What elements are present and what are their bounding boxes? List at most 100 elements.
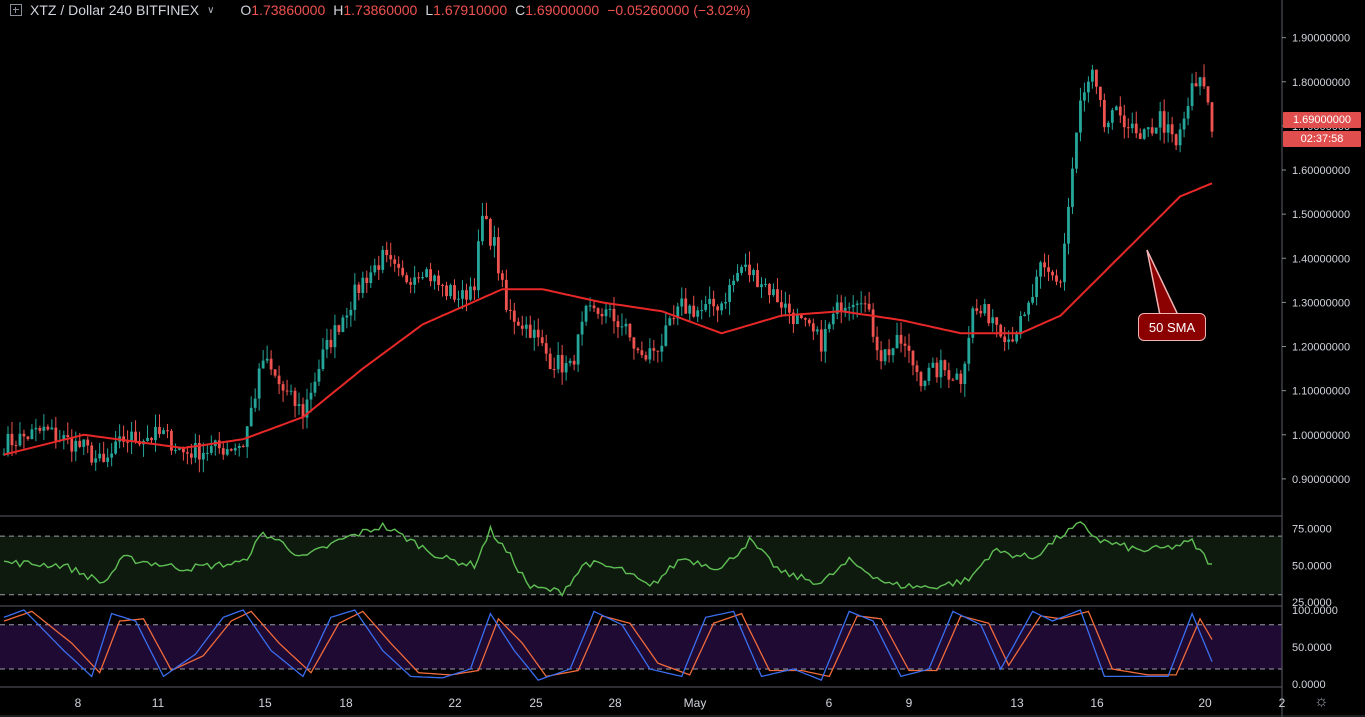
candle — [1067, 206, 1070, 244]
candle — [720, 303, 724, 311]
candle — [871, 309, 875, 337]
candle — [756, 270, 759, 288]
candle — [532, 329, 536, 338]
candle — [764, 283, 767, 285]
candle — [1011, 339, 1015, 342]
candle — [70, 437, 74, 452]
candle — [648, 348, 652, 360]
candle — [146, 437, 149, 442]
gear-icon[interactable]: ☼ — [1314, 693, 1329, 710]
candle — [182, 447, 185, 453]
candle — [1059, 281, 1062, 283]
candle — [903, 343, 907, 346]
candle — [1158, 111, 1162, 128]
candle — [106, 457, 110, 462]
price-tick-label: 1.20000000 — [1292, 342, 1350, 354]
candle — [1015, 334, 1019, 342]
candle — [676, 306, 680, 319]
candle — [827, 324, 831, 329]
candle — [548, 353, 552, 370]
candle — [485, 215, 488, 220]
candle — [704, 304, 708, 311]
candle — [612, 308, 616, 322]
rsi-tick-label: 75.0000 — [1292, 524, 1332, 536]
open-label: O — [240, 2, 252, 18]
candle — [632, 337, 636, 349]
chevron-down-icon[interactable]: ∨ — [207, 4, 215, 16]
candle — [465, 290, 468, 300]
candle — [473, 286, 476, 291]
change-value: −0.05260000 (−3.02%) — [607, 2, 751, 18]
candle — [576, 334, 580, 365]
candle — [564, 363, 568, 373]
candle — [162, 430, 165, 435]
candle — [636, 348, 640, 351]
candle — [1178, 129, 1182, 146]
candle — [807, 319, 811, 324]
time-tick-label: 11 — [152, 696, 165, 710]
candle — [1094, 69, 1098, 87]
high-label: H — [333, 2, 344, 18]
price-tick-label: 0.90000000 — [1292, 474, 1350, 486]
candle — [261, 360, 265, 369]
candle — [560, 354, 564, 373]
candle — [819, 329, 823, 352]
candle — [1003, 336, 1007, 342]
candle — [385, 249, 389, 256]
candle — [516, 321, 520, 326]
candle — [309, 392, 313, 400]
candle — [82, 439, 86, 447]
interval[interactable]: 240 — [108, 2, 133, 18]
candle — [265, 358, 269, 361]
candle — [863, 303, 867, 305]
candle — [799, 314, 803, 319]
candle — [269, 358, 273, 370]
price-tick-label: 1.30000000 — [1292, 297, 1350, 309]
symbol-name[interactable]: XTZ / Dollar — [30, 2, 105, 18]
add-symbol-icon[interactable] — [10, 4, 22, 16]
candle — [1090, 69, 1094, 82]
candle — [1122, 115, 1126, 128]
candle — [991, 317, 995, 324]
candle — [10, 433, 14, 446]
candle — [345, 315, 349, 318]
candle — [811, 323, 815, 332]
candle — [30, 429, 34, 440]
sma-annotation[interactable]: 50 SMA — [1138, 313, 1206, 341]
candle — [102, 453, 106, 462]
candle — [1198, 77, 1202, 87]
candle — [1114, 106, 1118, 111]
candle — [1202, 77, 1206, 87]
candle — [90, 445, 94, 463]
candle — [437, 275, 440, 285]
candle — [724, 301, 728, 304]
candle — [341, 317, 345, 332]
candle — [1138, 133, 1142, 139]
candle — [672, 318, 676, 320]
candle — [740, 266, 743, 273]
candle — [285, 390, 289, 392]
price-panel[interactable] — [2, 64, 1214, 473]
candle — [401, 267, 405, 276]
candle — [433, 275, 436, 282]
candle — [1182, 118, 1186, 130]
candle — [628, 323, 632, 338]
candle — [1154, 127, 1158, 134]
candle — [696, 310, 700, 317]
candle — [193, 442, 197, 458]
price-tick-label: 1.00000000 — [1292, 430, 1350, 442]
candle — [787, 303, 791, 313]
candle — [1118, 106, 1122, 116]
candle — [544, 343, 548, 354]
candle — [333, 325, 337, 348]
candle — [50, 427, 54, 430]
rsi-panel — [0, 521, 1282, 597]
candle — [461, 290, 464, 299]
candle — [600, 313, 604, 317]
candle — [939, 360, 943, 378]
candle — [293, 390, 297, 406]
candle — [1126, 127, 1130, 129]
exchange-name[interactable]: BITFINEX — [136, 2, 200, 18]
candle — [449, 285, 452, 297]
